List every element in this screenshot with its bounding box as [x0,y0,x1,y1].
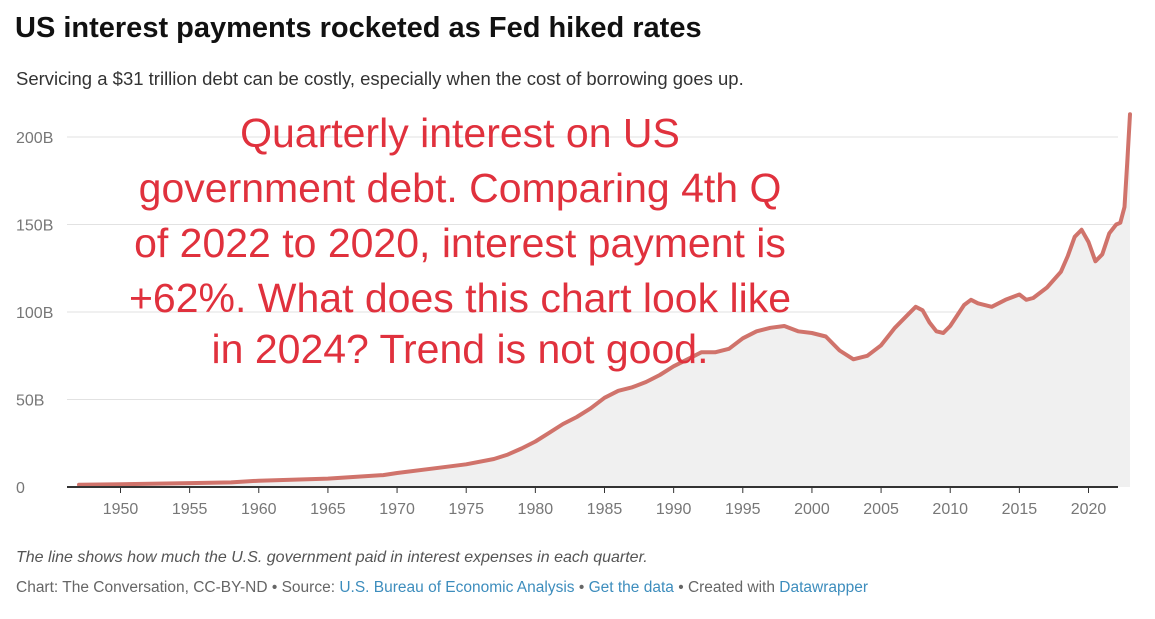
x-tick-label: 2015 [1002,501,1038,518]
x-tick-label: 1960 [241,501,277,518]
x-tick-label: 1950 [103,501,139,518]
series-area-fill [79,114,1130,488]
separator: • [267,579,282,596]
x-tick-label: 1980 [518,501,554,518]
y-tick-label: 100B [16,305,53,322]
chart-subtitle: Servicing a $31 trillion debt can be cos… [16,68,744,89]
x-tick-label: 1985 [587,501,623,518]
x-tick-label: 2000 [794,501,830,518]
annotation-line-3: of 2022 to 2020, interest payment is [134,220,786,266]
separator: • [574,579,589,596]
created-label: Created with [687,579,780,596]
chart-area: 0 50B 100B 150B 200B 1950 1955 1960 1965 1970 197… [16,110,1132,518]
x-tick-label: 1965 [310,501,346,518]
x-tick-label: 1955 [172,501,208,518]
chart-credit: Chart: The Conversation, CC-BY-ND [16,579,268,596]
x-tick-label: 1995 [725,501,761,518]
x-tick-label: 2010 [932,501,968,518]
annotation-line-4: +62%. What does this chart look like [129,275,791,321]
datawrapper-link[interactable]: Datawrapper [779,579,869,596]
source-label: Source: [281,579,340,596]
annotation-line-1: Quarterly interest on US [240,110,680,156]
x-tick-label: 2020 [1071,501,1107,518]
source-link[interactable]: U.S. Bureau of Economic Analysis [339,579,575,596]
get-data-link[interactable]: Get the data [588,579,674,596]
annotation-line-5: in 2024? Trend is not good. [212,326,709,372]
y-tick-label: 50B [16,393,44,410]
annotation-line-2: government debt. Comparing 4th Q [139,165,782,211]
footnote: The line shows how much the U.S. governm… [16,549,648,566]
annotation-text: Quarterly interest on US government debt… [129,110,791,372]
separator: • [673,579,688,596]
x-axis-ticks: 1950 1955 1960 1965 1970 1975 1980 1985 1990 1995… [103,487,1107,518]
y-tick-label: 0 [16,480,25,497]
credits: Chart: The Conversation, CC-BY-ND • Sour… [16,579,868,597]
y-axis-ticks: 0 50B 100B 150B 200B [16,130,53,497]
series-line [77,112,1132,487]
y-tick-label: 150B [16,218,53,235]
x-tick-label: 1990 [656,501,692,518]
x-tick-label: 1975 [448,501,484,518]
y-tick-label: 200B [16,130,53,147]
x-tick-label: 2005 [863,501,899,518]
chart-title: US interest payments rocketed as Fed hik… [15,12,702,44]
x-tick-label: 1970 [379,501,415,518]
